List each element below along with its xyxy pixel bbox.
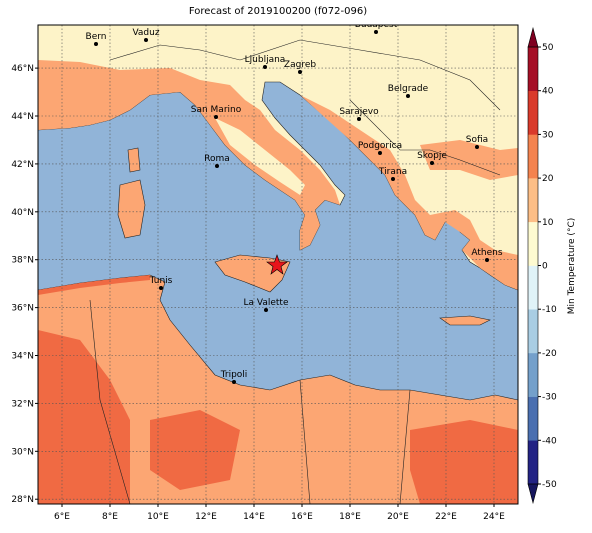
hot-zone bbox=[38, 275, 150, 295]
x-tick-label: 16°E bbox=[291, 512, 313, 522]
colorbar-bin bbox=[528, 221, 538, 266]
crete bbox=[439, 315, 491, 326]
colorbar-tick-label: 20 bbox=[542, 174, 554, 184]
colorbar-tick-label: 0 bbox=[542, 262, 548, 272]
colorbar-bin bbox=[528, 134, 538, 179]
colorbar-tick-label: 10 bbox=[542, 218, 554, 228]
y-tick-label: 46°N bbox=[11, 64, 34, 74]
warm-zone bbox=[420, 140, 518, 180]
city-label: Tripoli bbox=[220, 370, 248, 380]
city-marker bbox=[374, 30, 378, 34]
city-marker bbox=[406, 94, 410, 98]
y-tick-label: 40°N bbox=[11, 208, 34, 218]
hot-zone bbox=[410, 420, 518, 504]
city-marker bbox=[430, 161, 434, 165]
colorbar-tick-label: -10 bbox=[542, 305, 557, 315]
x-tick-label: 14°E bbox=[243, 512, 265, 522]
city-marker bbox=[298, 70, 302, 74]
city-marker bbox=[263, 65, 267, 69]
hot-zone bbox=[38, 330, 130, 504]
colorbar-label: Min Temperature (°C) bbox=[567, 218, 577, 315]
colorbar-bin bbox=[528, 396, 538, 441]
colorbar-bin bbox=[528, 265, 538, 310]
city-label: Zagreb bbox=[284, 60, 316, 70]
colorbar-bin bbox=[528, 90, 538, 135]
city-label: Skopje bbox=[417, 151, 447, 161]
x-tick-label: 8°E bbox=[102, 512, 118, 522]
corsica bbox=[127, 147, 141, 173]
city-label: Roma bbox=[204, 154, 230, 164]
y-tick-label: 36°N bbox=[11, 304, 34, 314]
city-marker bbox=[357, 117, 361, 121]
colorbar-tick-label: -20 bbox=[542, 349, 557, 359]
y-tick-label: 38°N bbox=[11, 256, 34, 266]
colorbar-bin bbox=[528, 352, 538, 397]
colorbar-tick-label: 50 bbox=[542, 43, 554, 53]
city-label: Vaduz bbox=[132, 28, 159, 38]
x-tick-label: 6°E bbox=[54, 512, 70, 522]
x-tick-label: 22°E bbox=[435, 512, 457, 522]
city-label: Ljubljana bbox=[245, 55, 286, 65]
y-tick-label: 32°N bbox=[11, 399, 34, 409]
city-label: Podgorica bbox=[358, 141, 402, 151]
cool-zone bbox=[215, 118, 305, 195]
city-label: Tunis bbox=[149, 276, 173, 286]
city-label: Bern bbox=[86, 32, 107, 42]
city-marker bbox=[391, 177, 395, 181]
city-label: Budapest bbox=[355, 20, 398, 30]
city-marker bbox=[144, 38, 148, 42]
y-tick-label: 42°N bbox=[11, 160, 34, 170]
location-star bbox=[266, 254, 288, 275]
city-label: San Marino bbox=[191, 105, 242, 115]
colorbar-bin bbox=[528, 309, 538, 354]
city-label: Belgrade bbox=[388, 84, 429, 94]
city-marker bbox=[378, 151, 382, 155]
warm-zone bbox=[38, 60, 340, 250]
y-tick-label: 28°N bbox=[11, 495, 34, 505]
colorbar-tick-label: -40 bbox=[542, 436, 557, 446]
x-tick-label: 10°E bbox=[147, 512, 169, 522]
city-marker bbox=[232, 380, 236, 384]
colorbar-tick-label: 30 bbox=[542, 130, 554, 140]
x-tick-label: 12°E bbox=[195, 512, 217, 522]
y-tick-label: 34°N bbox=[11, 352, 34, 362]
borders bbox=[89, 39, 501, 504]
colorbar-tick-label: -50 bbox=[542, 480, 557, 490]
y-tick-label: 44°N bbox=[11, 112, 34, 122]
x-tick-label: 18°E bbox=[339, 512, 361, 522]
city-marker bbox=[94, 42, 98, 46]
colorbar-tick-label: 40 bbox=[542, 87, 554, 97]
city-label: La Valette bbox=[244, 298, 289, 308]
city-label: Athens bbox=[471, 248, 502, 258]
city-marker bbox=[264, 308, 268, 312]
city-marker bbox=[475, 145, 479, 149]
colorbar-tick-label: -30 bbox=[542, 393, 557, 403]
grid bbox=[38, 25, 518, 504]
colorbar-bin bbox=[528, 440, 538, 485]
warm-zone bbox=[300, 95, 518, 290]
city-marker bbox=[214, 115, 218, 119]
y-tick-label: 30°N bbox=[11, 447, 34, 457]
x-tick-label: 24°E bbox=[483, 512, 505, 522]
city-label: Tirana bbox=[378, 167, 407, 177]
colorbar-bin bbox=[528, 47, 538, 91]
sardinia bbox=[117, 179, 146, 239]
title: Forecast of 2019100200 (f072-096) bbox=[189, 6, 367, 17]
colorbar-under bbox=[527, 483, 539, 505]
colorbar-bin bbox=[528, 178, 538, 223]
x-tick-label: 20°E bbox=[387, 512, 409, 522]
city-marker bbox=[159, 286, 163, 290]
city-marker bbox=[485, 258, 489, 262]
colorbar-over bbox=[527, 26, 539, 48]
city-label: Sofia bbox=[466, 135, 488, 145]
city-marker bbox=[215, 164, 219, 168]
hot-zone bbox=[150, 410, 240, 490]
city-label: Sarajevo bbox=[339, 107, 379, 117]
map-frame bbox=[37, 24, 519, 505]
